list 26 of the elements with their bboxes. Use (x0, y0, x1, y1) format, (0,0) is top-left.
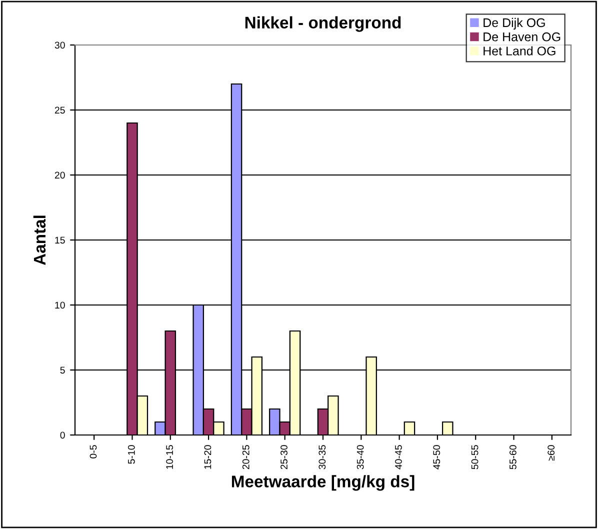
x-tick-label: 40-45 (395, 445, 402, 470)
legend-label: De Dijk OG (484, 18, 545, 30)
x-tick-label: 5-10 (128, 445, 135, 464)
legend-label: De Haven OG (484, 32, 560, 42)
y-tick-label: 20 (54, 172, 65, 179)
x-tick-label: 20-25 (242, 445, 250, 470)
y-tick-label: 25 (54, 106, 65, 114)
y-tick-label: 5 (60, 366, 65, 374)
chart-title: Nikkel - ondergrond (245, 16, 401, 32)
x-tick-label: 50-55 (471, 445, 478, 470)
x-axis-title: Meetwaarde [mg/kg ds] (232, 475, 414, 491)
y-tick-label: 15 (55, 236, 65, 244)
x-tick-label: 0-5 (90, 445, 97, 458)
y-tick-label: 10 (55, 302, 65, 309)
x-tick-label: 55-60 (509, 445, 516, 470)
y-axis-title: Aantal (33, 216, 46, 266)
y-tick-label: 30 (54, 42, 65, 49)
x-tick-label: 10-15 (166, 445, 173, 469)
x-tick-label: 45-50 (433, 445, 440, 470)
y-tick-label: 0 (60, 432, 65, 439)
legend-label: Het Land OG (484, 46, 556, 56)
x-tick-label: 25-30 (280, 445, 288, 470)
x-tick-label: 30-35 (318, 445, 326, 470)
x-tick-label: ≥60 (548, 445, 555, 461)
x-tick-label: 15-20 (204, 445, 212, 469)
x-tick-label: 35-40 (356, 445, 364, 470)
